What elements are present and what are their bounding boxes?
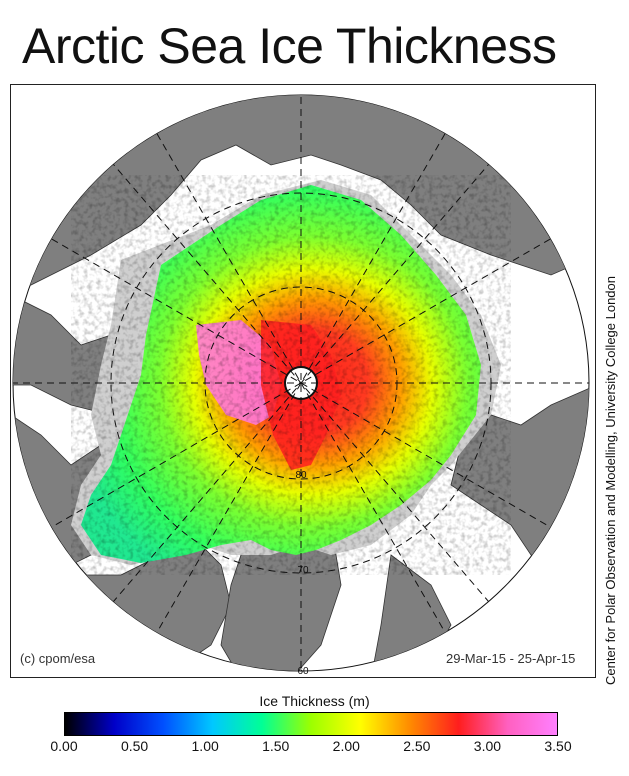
colorbar-tick-label: 3.00 [473,738,502,754]
colorbar-tick-label: 0.50 [120,738,149,754]
lat-label-60: 60 [297,666,309,677]
lat-label-80: 80 [295,470,307,481]
map-title: Arctic Sea Ice Thickness [22,18,557,74]
colorbar-tick-label: 1.00 [191,738,219,754]
date-range: 29-Mar-15 - 25-Apr-15 [446,651,576,666]
colorbar-tick-label: 2.00 [332,738,360,754]
map-panel: 80 70 60 [10,84,596,678]
copyright-credit: (c) cpom/esa [20,651,96,666]
colorbar-tick-label: 3.50 [544,738,572,754]
colorbar-title: Ice Thickness (m) [259,693,370,709]
colorbar-tick-label: 2.50 [403,738,431,754]
colorbar [64,712,558,736]
colorbar-tick-label: 1.50 [262,738,290,754]
lat-label-70: 70 [297,565,309,576]
ice-thickness-field [71,175,511,575]
institution-credit: Center for Polar Observation and Modelli… [603,276,618,685]
graticule [13,95,589,671]
colorbar-tick-label: 0.00 [50,738,78,754]
arctic-map: 80 70 60 [12,94,590,677]
